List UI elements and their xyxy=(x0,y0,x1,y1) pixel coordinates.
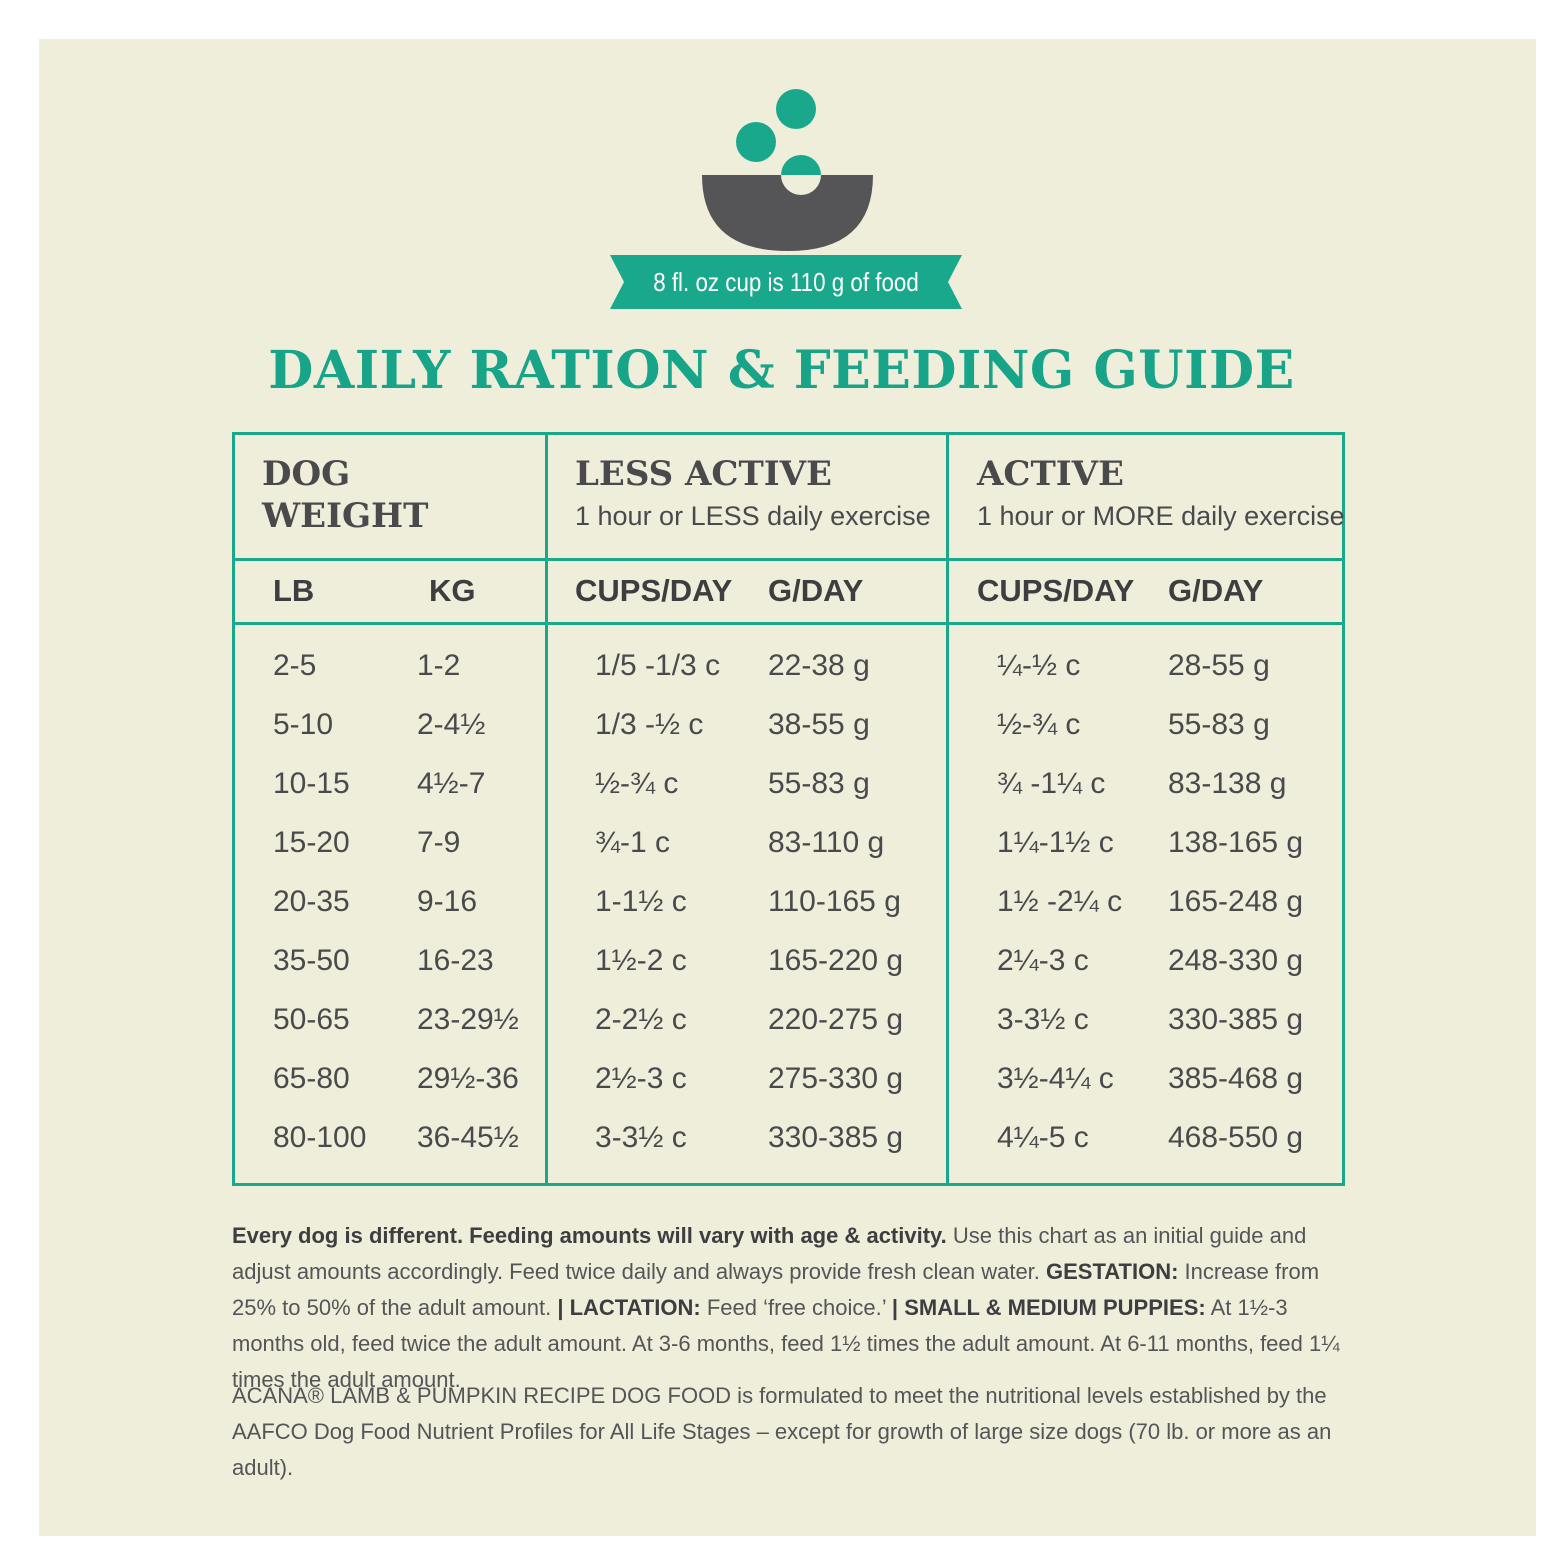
table-cell: 2-5 xyxy=(273,649,317,682)
table-cell: 110-165 g xyxy=(768,885,901,918)
column-header-g-day: G/DAY xyxy=(768,573,864,608)
group-subtitle-less-active: 1 hour or LESS daily exercise xyxy=(575,501,931,531)
puppies-text: At 1½-3 months old, feed twice the adult… xyxy=(232,1295,1340,1392)
page-title: DAILY RATION & FEEDING GUIDE xyxy=(268,340,1295,401)
table-cell: 9-16 xyxy=(417,885,478,918)
table-cell: 36-45½ xyxy=(417,1121,519,1154)
table-cell: ½-¾ c xyxy=(997,708,1081,741)
table-cell: 7-9 xyxy=(417,826,461,859)
table-cell: 1-2 xyxy=(417,649,461,682)
table-cell: 65-80 xyxy=(273,1062,350,1095)
notes-text: Use this chart as an initial guide and a… xyxy=(232,1223,1307,1284)
puppies-label: | SMALL & MEDIUM PUPPIES: xyxy=(891,1295,1206,1320)
table-cell: 2-4½ xyxy=(417,708,486,741)
column-header-lb: LB xyxy=(273,573,315,608)
group-title-line: WEIGHT xyxy=(262,496,429,536)
table-cell: 138-165 g xyxy=(1168,826,1304,859)
table-cell: 4½-7 xyxy=(417,767,486,800)
table-cell: ¾-1 c xyxy=(595,826,671,859)
table-cell: 1/3 -½ c xyxy=(595,708,704,741)
divider xyxy=(946,435,949,1183)
aafco-statement: ACANA® LAMB & PUMPKIN RECIPE DOG FOOD is… xyxy=(232,1383,1332,1480)
table-cell: 35-50 xyxy=(273,944,350,977)
gestation-label: GESTATION: xyxy=(1046,1259,1179,1284)
group-subtitle-active: 1 hour or MORE daily exercise xyxy=(977,501,1345,531)
table-cell: 4¼-5 c xyxy=(997,1121,1089,1154)
table-cell: 16-23 xyxy=(417,944,494,977)
lactation-label: | LACTATION: xyxy=(557,1295,701,1320)
group-title-less-active: LESS ACTIVE xyxy=(575,454,832,494)
column-header-kg: KG xyxy=(429,573,476,608)
table-cell: 165-248 g xyxy=(1168,885,1304,918)
table-cell: 50-65 xyxy=(273,1003,350,1036)
table-cell: 83-110 g xyxy=(768,826,885,859)
table-cell: 385-468 g xyxy=(1168,1062,1304,1095)
table-cell: 55-83 g xyxy=(1168,708,1270,741)
table-cell: 165-220 g xyxy=(768,944,904,977)
table-cell: 15-20 xyxy=(273,826,350,859)
gestation-text: Increase from 25% to 50% of the adult am… xyxy=(232,1259,1320,1320)
table-cell: ¾ -1¼ c xyxy=(997,767,1106,800)
table-cell: ¼-½ c xyxy=(997,649,1081,682)
table-cell: ½-¾ c xyxy=(595,767,679,800)
table-cell: 38-55 g xyxy=(768,708,870,741)
table-cell: 330-385 g xyxy=(768,1121,904,1154)
notes-lead: Every dog is different. Feeding amounts … xyxy=(232,1223,947,1248)
feeding-notes: Every dog is different. Feeding amounts … xyxy=(232,1218,1352,1398)
table-cell: 29½-36 xyxy=(417,1062,519,1095)
table-cell: 1¼-1½ c xyxy=(997,826,1114,859)
divider xyxy=(235,558,1342,561)
table-cell: 20-35 xyxy=(273,885,350,918)
table-cell: 468-550 g xyxy=(1168,1121,1304,1154)
group-title-weight: DOG WEIGHT xyxy=(262,453,428,537)
table-cell: 10-15 xyxy=(273,767,350,800)
feeding-table: DOG WEIGHT LESS ACTIVE 1 hour or LESS da… xyxy=(232,432,1345,1186)
table-cell: 248-330 g xyxy=(1168,944,1304,977)
divider xyxy=(235,622,1342,625)
table-cell: 220-275 g xyxy=(768,1003,904,1036)
table-cell: 83-138 g xyxy=(1168,767,1287,800)
table-cell: 3-3½ c xyxy=(595,1121,687,1154)
table-cell: 80-100 xyxy=(273,1121,367,1154)
column-header-cups-day: CUPS/DAY xyxy=(575,573,733,608)
table-cell: 2½-3 c xyxy=(595,1062,687,1095)
table-cell: 330-385 g xyxy=(1168,1003,1304,1036)
table-cell: 1-1½ c xyxy=(595,885,687,918)
divider xyxy=(545,435,548,1183)
table-cell: 2¼-3 c xyxy=(997,944,1089,977)
table-cell: 22-38 g xyxy=(768,649,870,682)
cup-size-ribbon: 8 fl. oz cup is 110 g of food xyxy=(610,255,962,309)
group-title-active: ACTIVE xyxy=(977,454,1124,494)
table-cell: 1½-2 c xyxy=(595,944,687,977)
table-cell: 2-2½ c xyxy=(595,1003,687,1036)
lactation-text: Feed ‘free choice.’ xyxy=(700,1295,892,1320)
table-cell: 1/5 -1/3 c xyxy=(595,649,721,682)
table-cell: 275-330 g xyxy=(768,1062,904,1095)
table-cell: 5-10 xyxy=(273,708,334,741)
column-header-g-day: G/DAY xyxy=(1168,573,1264,608)
table-cell: 23-29½ xyxy=(417,1003,519,1036)
ribbon-text: 8 fl. oz cup is 110 g of food xyxy=(653,267,919,297)
table-cell: 3½-4¼ c xyxy=(997,1062,1114,1095)
food-bowl-icon xyxy=(702,89,873,251)
table-cell: 1½ -2¼ c xyxy=(997,885,1123,918)
table-cell: 3-3½ c xyxy=(997,1003,1089,1036)
table-cell: 55-83 g xyxy=(768,767,870,800)
group-title-line: DOG xyxy=(262,454,351,494)
column-header-cups-day: CUPS/DAY xyxy=(977,573,1135,608)
table-cell: 28-55 g xyxy=(1168,649,1270,682)
